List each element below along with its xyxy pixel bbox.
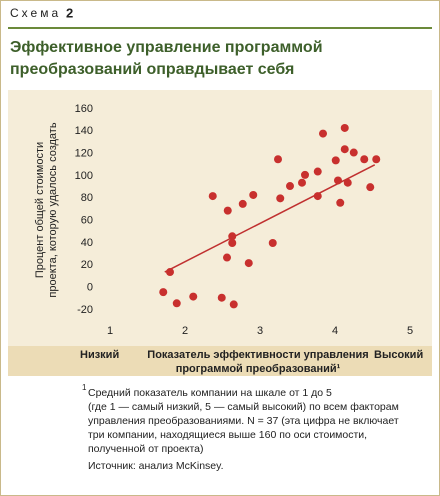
point bbox=[223, 206, 232, 215]
point bbox=[349, 148, 358, 157]
footnote-line: полученной от проекта) bbox=[88, 443, 203, 455]
point bbox=[340, 123, 349, 132]
point bbox=[286, 182, 294, 191]
x-tick-label: 4 bbox=[332, 325, 338, 337]
x-axis-label: Показатель эффективности управления bbox=[147, 349, 368, 361]
point bbox=[238, 199, 247, 208]
point bbox=[228, 239, 237, 247]
point bbox=[223, 253, 231, 262]
point bbox=[244, 259, 253, 268]
y-tick-label: 0 bbox=[87, 282, 93, 294]
source: Источник: анализ McKinsey. bbox=[88, 460, 224, 472]
x-axis-label: программой преобразований¹ bbox=[176, 363, 341, 375]
x-tick-label: 5 bbox=[407, 325, 413, 337]
point bbox=[166, 268, 174, 277]
x-high: Высокий bbox=[374, 349, 423, 361]
y-axis-label: Процент общей стоимости bbox=[34, 142, 46, 278]
header-label: Схема bbox=[10, 6, 61, 20]
point bbox=[276, 194, 285, 203]
point bbox=[217, 293, 226, 302]
point bbox=[208, 192, 217, 201]
footnote-marker: 1 bbox=[82, 383, 87, 392]
point bbox=[249, 190, 258, 199]
point bbox=[274, 155, 282, 164]
footnote-line: (где 1 — самый низкий, 5 — самый высокий… bbox=[88, 401, 399, 413]
x-tick-label: 2 bbox=[182, 325, 188, 337]
x-tick-label: 3 bbox=[257, 325, 263, 337]
footnote-line: управления преобразованиями. N = 37 (эта… bbox=[88, 415, 399, 427]
header-number: 2 bbox=[66, 5, 73, 20]
point bbox=[313, 192, 322, 201]
x-low: Низкий bbox=[80, 349, 119, 361]
point bbox=[298, 178, 306, 187]
point bbox=[319, 129, 327, 138]
y-tick-label: -20 bbox=[77, 304, 93, 316]
point bbox=[340, 145, 349, 154]
footnote-line: три компании, находящиеся выше 160 по ос… bbox=[88, 429, 367, 441]
point bbox=[336, 198, 345, 207]
footnote-line: Средний показатель компании на шкале от … bbox=[88, 387, 332, 399]
point bbox=[331, 156, 340, 165]
y-tick-label: 160 bbox=[75, 103, 93, 115]
point bbox=[343, 178, 352, 187]
y-tick-label: 60 bbox=[81, 215, 93, 227]
y-tick-label: 40 bbox=[81, 237, 93, 249]
plot: -20 0 20 40 60 80 100 120 140 160 1 2 3 4 5 Процент общ… bbox=[34, 103, 413, 337]
point bbox=[301, 170, 309, 179]
x-tick-label: 1 bbox=[107, 325, 113, 337]
y-tick-label: 20 bbox=[81, 259, 93, 271]
x-label-band bbox=[8, 346, 432, 376]
point bbox=[172, 299, 181, 308]
plot-background bbox=[8, 90, 432, 346]
point bbox=[228, 232, 237, 241]
point bbox=[313, 167, 322, 176]
y-tick-label: 120 bbox=[75, 148, 93, 160]
title-line: преобразований оправдывает себя bbox=[10, 61, 294, 78]
point bbox=[189, 292, 198, 301]
point bbox=[159, 288, 168, 297]
y-tick-label: 140 bbox=[75, 125, 93, 137]
point bbox=[372, 155, 381, 164]
point bbox=[268, 239, 277, 247]
y-tick-label: 100 bbox=[75, 170, 93, 182]
point bbox=[334, 176, 342, 185]
point bbox=[229, 300, 238, 309]
point bbox=[366, 183, 375, 192]
title-line: Эффективное управление программой bbox=[10, 39, 323, 56]
y-axis-label: проекта, которую удалось создать bbox=[47, 122, 59, 297]
y-tick-label: 80 bbox=[81, 192, 93, 204]
point bbox=[360, 155, 369, 164]
footnote: Средний показатель компании на шкале от … bbox=[88, 387, 399, 455]
